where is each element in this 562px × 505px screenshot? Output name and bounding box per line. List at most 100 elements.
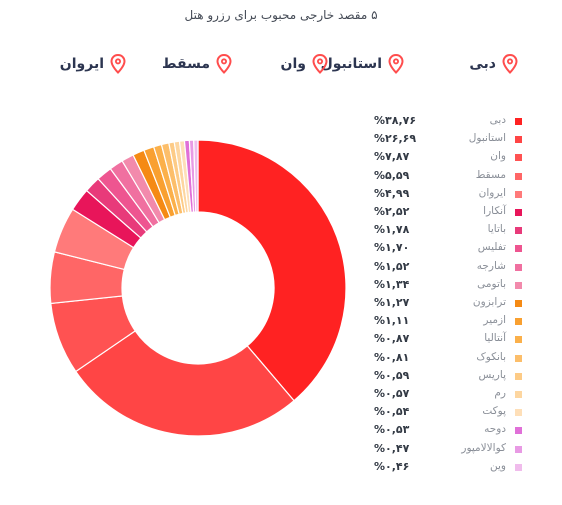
- legend-item[interactable]: %۷,۸۷ وان: [360, 150, 522, 167]
- legend-swatch: [515, 318, 522, 326]
- legend-value: %۱,۳۴: [374, 277, 410, 291]
- legend-value: %۱,۲۷: [374, 296, 410, 309]
- top-city-label: مسقط: [162, 56, 210, 72]
- legend-label: کوالالامپور: [461, 441, 506, 454]
- legend-value: %۴,۹۹: [374, 186, 410, 200]
- legend-label: مسقط: [475, 168, 506, 181]
- legend-value: %۳۸,۷۶: [374, 114, 417, 127]
- legend-item[interactable]: %۰,۵۷ رم: [360, 387, 522, 404]
- legend-label: آنکارا: [483, 205, 506, 217]
- legend-swatch: [515, 172, 522, 180]
- top-city-label: وان: [280, 56, 306, 72]
- legend-label: باتایا: [487, 223, 506, 236]
- legend-value: %۰,۴۶: [374, 459, 410, 473]
- location-pin-icon: [110, 54, 126, 74]
- top-city-label: ایروان: [59, 56, 104, 72]
- top-city-5: ایروان: [60, 54, 126, 74]
- legend-item[interactable]: %۰,۸۷ آنتالیا: [360, 332, 522, 349]
- legend-item[interactable]: %۰,۸۱ بانکوک: [360, 351, 522, 368]
- legend-item[interactable]: %۰,۵۳ دوحه: [360, 423, 522, 440]
- legend-label: ترابزون: [472, 296, 506, 308]
- location-pin-icon: [312, 54, 328, 74]
- legend-swatch: [515, 227, 522, 235]
- legend-label: بانکوک: [476, 350, 506, 363]
- legend-item[interactable]: %۰,۴۷ کوالالامپور: [360, 442, 522, 459]
- legend-label: شارجه: [476, 259, 506, 272]
- legend-swatch: [515, 245, 522, 253]
- legend-value: %۰,۸۱: [374, 350, 410, 364]
- legend-swatch: [515, 354, 522, 362]
- legend-value: %۱,۱۱: [374, 314, 410, 328]
- legend-swatch: [515, 281, 522, 289]
- legend-label: ازمیر: [483, 314, 506, 327]
- legend-value: %۱,۷۰: [374, 241, 410, 255]
- legend-swatch: [515, 427, 522, 435]
- top-city-3: وان: [281, 54, 328, 74]
- legend-item[interactable]: %۱,۷۰ تفلیس: [360, 241, 522, 258]
- legend-item[interactable]: %۱,۵۲ شارجه: [360, 260, 522, 277]
- top-city-4: مسقط: [162, 54, 232, 74]
- legend-label: رم: [494, 387, 506, 399]
- legend-swatch: [515, 409, 522, 417]
- top-city-2: استانبول: [321, 54, 404, 74]
- legend-item[interactable]: %۱,۷۸ باتایا: [360, 223, 522, 240]
- legend-swatch: [515, 336, 522, 344]
- legend-label: وان: [490, 150, 506, 163]
- legend-value: %۷,۸۷: [374, 150, 410, 164]
- legend-swatch: [515, 391, 522, 398]
- legend-item[interactable]: %۱,۱۱ ازمیر: [360, 314, 522, 331]
- legend-item[interactable]: %۰,۴۶ وین: [360, 460, 522, 477]
- legend-label: باتومی: [477, 277, 506, 290]
- location-pin-icon: [388, 54, 404, 74]
- location-pin-icon: [216, 54, 232, 74]
- legend-swatch: [515, 445, 522, 453]
- legend-swatch: [515, 300, 522, 307]
- legend-item[interactable]: %۲,۵۲ آنکارا: [360, 205, 522, 222]
- top-cities-row: دبی استانبول وان مسقط ایروان: [0, 54, 562, 84]
- donut-slice[interactable]: [193, 140, 199, 213]
- legend-swatch: [515, 463, 522, 471]
- top-city-label: دبی: [469, 56, 496, 72]
- legend-value: %۲,۵۲: [374, 205, 410, 218]
- legend-value: %۰,۸۷: [374, 332, 410, 346]
- legend-label: آنتالیا: [484, 332, 506, 345]
- legend-value: %۰,۵۷: [374, 387, 410, 400]
- donut-chart: [49, 140, 347, 437]
- legend-value: %۲۶,۶۹: [374, 132, 417, 146]
- legend-item[interactable]: %۲۶,۶۹ استانبول: [360, 132, 522, 149]
- legend-label: دوحه: [484, 423, 506, 436]
- donut-slice[interactable]: [197, 140, 347, 402]
- legend-value: %۰,۴۷: [374, 441, 410, 455]
- legend-item[interactable]: %۴,۹۹ ایروان: [360, 187, 522, 204]
- donut-slice[interactable]: [74, 330, 295, 437]
- legend-label: تفلیس: [477, 241, 506, 254]
- legend-item[interactable]: %۱,۳۴ باتومی: [360, 278, 522, 295]
- chart-title: ۵ مقصد خارجی محبوب برای رزرو هتل: [184, 8, 378, 22]
- legend-swatch: [515, 209, 522, 216]
- legend-value: %۱,۷۸: [374, 223, 410, 237]
- top-city-1: دبی: [469, 54, 518, 74]
- legend-value: %۵,۵۹: [374, 168, 410, 182]
- legend-swatch: [515, 154, 522, 162]
- legend-value: %۰,۵۴: [374, 405, 410, 419]
- top-city-label: استانبول: [320, 56, 382, 72]
- legend-value: %۰,۵۹: [374, 368, 410, 382]
- legend-item[interactable]: %۰,۵۹ پاریس: [360, 369, 522, 386]
- legend-item[interactable]: %۵,۵۹ مسقط: [360, 169, 522, 186]
- legend-value: %۰,۵۳: [374, 423, 410, 437]
- legend-swatch: [515, 372, 522, 380]
- legend-item[interactable]: %۳۸,۷۶ دبی: [360, 114, 522, 131]
- legend-label: وین: [490, 459, 506, 472]
- legend-item[interactable]: %۱,۲۷ ترابزون: [360, 296, 522, 313]
- legend-swatch: [515, 190, 522, 198]
- legend-swatch: [515, 118, 522, 125]
- location-pin-icon: [502, 54, 518, 74]
- legend-label: استانبول: [468, 132, 506, 145]
- legend-label: دبی: [489, 114, 506, 126]
- legend-label: پوکت: [482, 405, 506, 418]
- legend-label: ایروان: [478, 186, 506, 199]
- legend-swatch: [515, 136, 522, 144]
- legend-value: %۱,۵۲: [374, 259, 410, 273]
- legend-swatch: [515, 263, 522, 271]
- legend-item[interactable]: %۰,۵۴ پوکت: [360, 405, 522, 422]
